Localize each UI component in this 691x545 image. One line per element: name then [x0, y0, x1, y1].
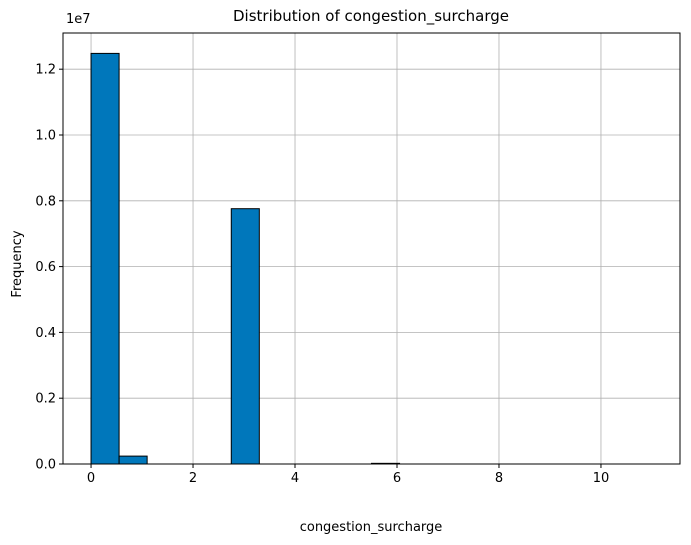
y-tick-label-1: 0.2: [35, 392, 56, 407]
x-tick-label-2: 4: [291, 471, 299, 486]
chart-title: Distribution of congestion_surcharge: [233, 7, 509, 26]
y-axis-label: Frequency: [10, 230, 25, 297]
x-tick-label-5: 10: [593, 471, 610, 486]
y-tick-label-3: 0.6: [35, 260, 56, 275]
plot-frame: [62, 32, 681, 465]
y-tick-label-2: 0.4: [35, 326, 56, 341]
bars: [90, 52, 401, 465]
x-tick-label-1: 2: [189, 471, 197, 486]
x-axis-label: congestion_surcharge: [300, 520, 443, 535]
histogram-bar-1: [118, 455, 148, 465]
histogram-bar-0: [90, 52, 120, 465]
y-axis-ticks: 0.0 0.2 0.4 0.6 0.8 1.0 1.2: [35, 63, 63, 473]
histogram-bar-5: [230, 208, 260, 465]
x-tick-label-4: 8: [495, 471, 503, 486]
y-tick-label-0: 0.0: [35, 458, 56, 473]
grid-lines: [63, 33, 680, 465]
y-offset-text: 1e7: [66, 12, 91, 27]
x-tick-label-0: 0: [87, 471, 95, 486]
x-tick-label-3: 6: [393, 471, 401, 486]
y-tick-label-4: 0.8: [35, 194, 56, 209]
y-tick-label-5: 1.0: [35, 128, 56, 143]
x-axis-ticks: 0 2 4 6 8 10: [87, 464, 609, 486]
y-tick-label-6: 1.2: [35, 63, 56, 78]
